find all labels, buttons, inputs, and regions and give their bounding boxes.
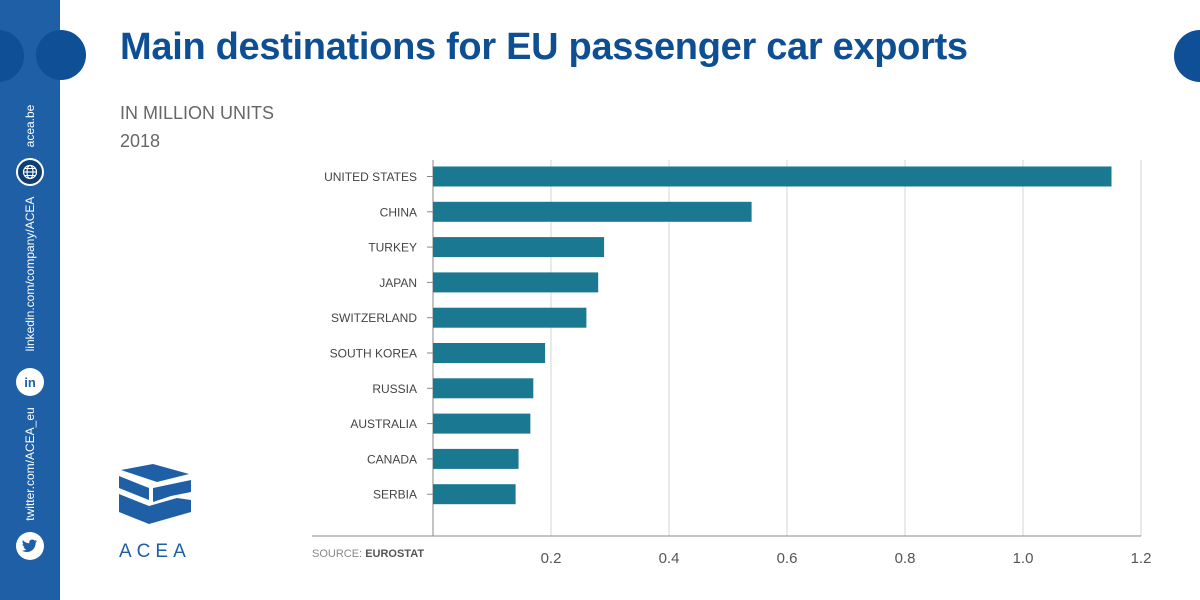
x-tick-label: 0.8	[895, 550, 916, 567]
source-note: SOURCE: EUROSTAT	[312, 548, 424, 560]
category-label: UNITED STATES	[324, 170, 417, 184]
category-label: CHINA	[380, 205, 417, 219]
bar	[433, 413, 531, 434]
category-label: SWITZERLAND	[331, 311, 417, 325]
logo-text: ACEA	[119, 541, 191, 562]
category-label: SERBIA	[373, 488, 417, 502]
category-label: TURKEY	[368, 241, 417, 255]
bar	[433, 201, 752, 222]
category-label: SOUTH KOREA	[330, 347, 417, 361]
x-tick-label: 1.2	[1131, 550, 1152, 567]
source-label: SOURCE:	[312, 548, 363, 560]
decorative-circle-left	[36, 30, 86, 80]
bar	[433, 237, 605, 258]
bar	[433, 484, 516, 505]
x-tick-label: 0.4	[659, 550, 680, 567]
category-label: AUSTRALIA	[350, 417, 417, 431]
twitter-icon[interactable]	[16, 532, 44, 560]
acea-logo-icon	[119, 464, 191, 524]
globe-icon[interactable]	[16, 158, 44, 186]
x-tick-label: 0.2	[541, 550, 562, 567]
category-label: CANADA	[367, 452, 417, 466]
bar	[433, 448, 519, 469]
chart-subtitle: IN MILLION UNITS	[120, 103, 275, 123]
sidebar: acea.be linkedin.com/company/ACEA in twi…	[0, 0, 60, 600]
linkedin-icon[interactable]: in	[16, 368, 44, 396]
chart-year: 2018	[120, 131, 161, 151]
bar	[433, 307, 587, 328]
x-tick-label: 0.6	[777, 550, 798, 567]
x-tick-label: 1.0	[1013, 550, 1034, 567]
bar	[433, 166, 1112, 187]
bar	[433, 272, 599, 293]
bar	[433, 378, 534, 399]
category-label: JAPAN	[379, 276, 417, 290]
linkedin-glyph: in	[24, 374, 36, 390]
source-name: EUROSTAT	[365, 548, 425, 560]
bar	[433, 343, 546, 363]
page-title: Main destinations for EU passenger car e…	[120, 26, 968, 68]
category-label: RUSSIA	[372, 382, 417, 396]
